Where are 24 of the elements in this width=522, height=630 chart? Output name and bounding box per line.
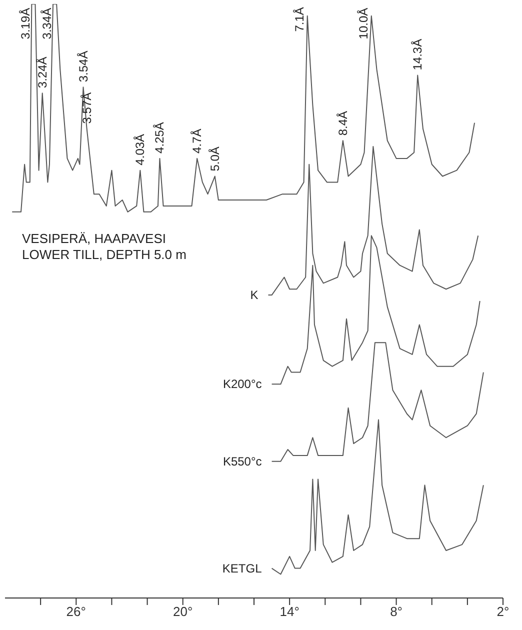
series-label: K bbox=[250, 288, 258, 302]
x-tick-label: 14° bbox=[280, 604, 300, 620]
series-label: K200°c bbox=[222, 377, 262, 392]
x-tick-label: 2° bbox=[496, 604, 510, 620]
annotation: 8.4Å bbox=[336, 110, 350, 136]
annotation: 3.57Å bbox=[80, 92, 94, 124]
series-label: KETGL bbox=[222, 561, 262, 576]
annotation: 4.25Å bbox=[152, 122, 167, 154]
annotation: 10.0Å bbox=[356, 8, 370, 40]
x-tick-label: 8° bbox=[390, 604, 403, 620]
annotation: 3.34Å bbox=[40, 8, 54, 40]
annotation: 3.54Å bbox=[76, 50, 90, 82]
annotation: 5.0Å bbox=[208, 146, 222, 172]
annotation: LOWER TILL, DEPTH 5.0 m bbox=[22, 247, 186, 262]
annotation: 3.24Å bbox=[35, 56, 50, 88]
annotation: 4.03Å bbox=[133, 134, 148, 166]
annotation: 3.19Å bbox=[18, 8, 32, 40]
annotation: 14.3Å bbox=[410, 38, 425, 70]
x-tick-label: 20° bbox=[173, 604, 193, 620]
annotation: 4.7Å bbox=[190, 128, 204, 154]
series-label: K550°c bbox=[222, 454, 262, 468]
x-tick-label: 26° bbox=[66, 604, 86, 620]
annotation: VESIPERÄ, HAAPAVESI bbox=[22, 231, 166, 246]
annotation: 7.1Å bbox=[292, 7, 306, 32]
